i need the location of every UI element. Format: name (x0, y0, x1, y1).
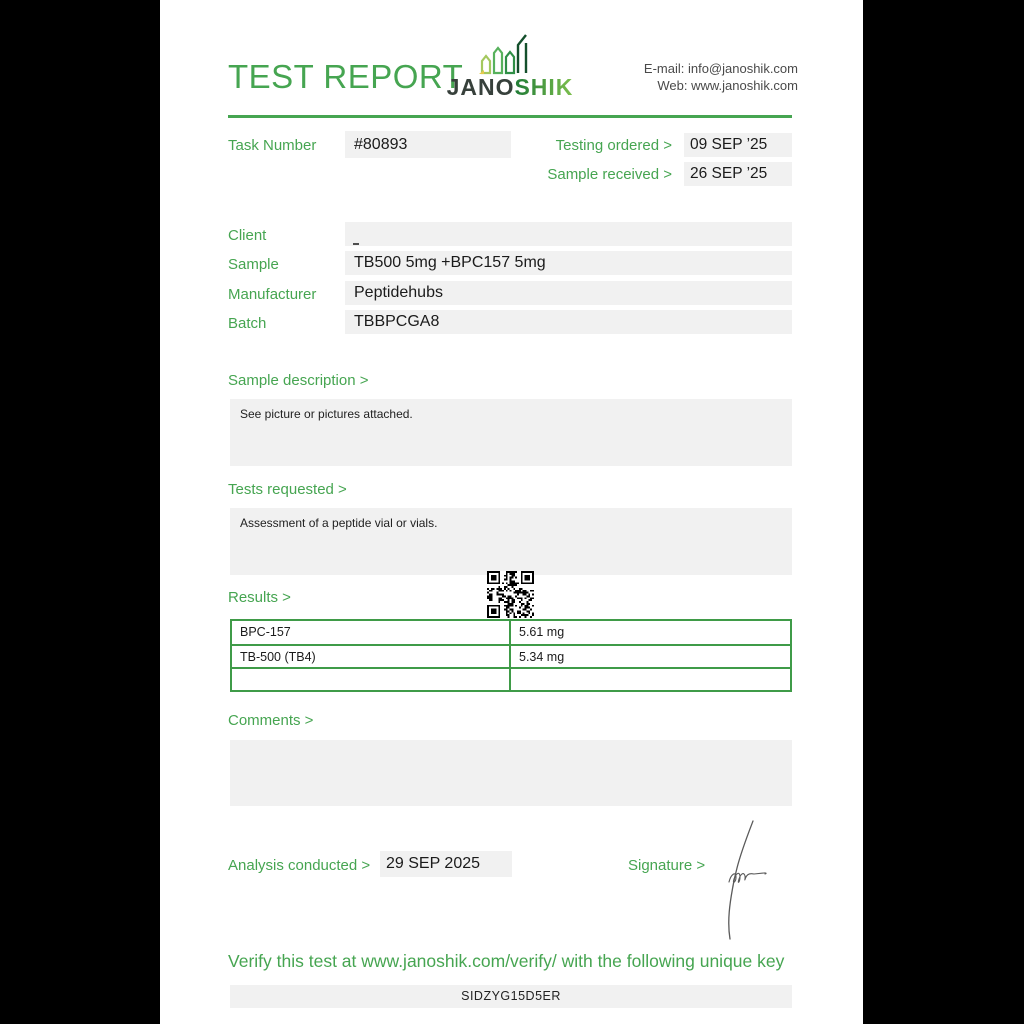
results-cell-value: 5.61 mg (519, 625, 565, 639)
logo-text-dark: JANO (446, 74, 515, 100)
sample-value: TB500 5mg +BPC157 5mg (354, 254, 546, 271)
sample-received-value: 26 SEP ’25 (690, 165, 768, 182)
client-field (345, 222, 792, 246)
results-cell-value: 5.34 mg (511, 644, 790, 667)
results-heading: Results > (228, 589, 291, 606)
sample-received-field: 26 SEP ’25 (684, 162, 792, 186)
sample-field: TB500 5mg +BPC157 5mg (345, 251, 792, 275)
client-label: Client (228, 227, 267, 244)
header-divider (228, 115, 792, 118)
comments-box (230, 740, 792, 806)
results-cell-name: BPC-157 (232, 621, 511, 644)
testing-ordered-label: Testing ordered > (555, 137, 672, 154)
verify-text: Verify this test at www.janoshik.com/ver… (228, 951, 785, 971)
batch-field: TBBPCGA8 (345, 310, 792, 334)
results-table: BPC-157 5.61 mg TB-500 (TB4) 5.34 mg (230, 619, 792, 692)
tests-requested-box: Assessment of a peptide vial or vials. (230, 508, 792, 575)
qr-code (487, 571, 534, 618)
signature-image (728, 820, 767, 940)
sample-description-box: See picture or pictures attached. (230, 399, 792, 466)
contact-web: Web: www.janoshik.com (657, 78, 798, 93)
client-redaction-mark (353, 243, 359, 245)
logo-text-green: SHIK (514, 74, 574, 100)
contact-block: E-mail: info@janoshik.com Web: www.janos… (644, 60, 798, 94)
batch-label: Batch (228, 315, 267, 332)
analysis-conducted-label: Analysis conducted > (228, 857, 371, 874)
tests-requested-text: Assessment of a peptide vial or vials. (240, 516, 438, 530)
sample-description-heading: Sample description > (228, 372, 369, 389)
task-number-value: #80893 (354, 136, 408, 153)
manufacturer-label: Manufacturer (228, 286, 317, 303)
logo-wordmark: JANOSHIK (435, 74, 585, 101)
sample-received-label: Sample received > (547, 166, 672, 183)
task-number-label: Task Number (228, 137, 317, 154)
comments-text (230, 740, 792, 756)
contact-email: E-mail: info@janoshik.com (643, 61, 798, 76)
signature-label: Signature > (628, 857, 706, 874)
page-title: TEST REPORT (228, 58, 464, 95)
unique-key-field: SIDZYG15D5ER (230, 985, 792, 1008)
results-cell-value (511, 667, 790, 690)
results-cell-name: TB-500 (TB4) (232, 644, 511, 667)
batch-value: TBBPCGA8 (354, 313, 440, 330)
testing-ordered-value: 09 SEP ’25 (690, 136, 768, 153)
sample-label: Sample (228, 256, 279, 273)
testing-ordered-field: 09 SEP ’25 (684, 133, 792, 157)
tests-requested-heading: Tests requested > (228, 481, 347, 498)
results-cell-name (232, 667, 511, 690)
analysis-date-field: 29 SEP 2025 (380, 851, 512, 877)
analysis-date-value: 29 SEP 2025 (386, 855, 481, 872)
manufacturer-field: Peptidehubs (345, 281, 792, 305)
sample-description-text: See picture or pictures attached. (240, 407, 413, 421)
bar-chart-logo-icon (479, 34, 528, 75)
manufacturer-value: Peptidehubs (354, 284, 443, 301)
report-page: TEST REPORT JANOSHIK E-mail: info@janosh… (160, 0, 863, 1024)
task-number-field: #80893 (345, 131, 511, 158)
comments-heading: Comments > (228, 712, 314, 729)
